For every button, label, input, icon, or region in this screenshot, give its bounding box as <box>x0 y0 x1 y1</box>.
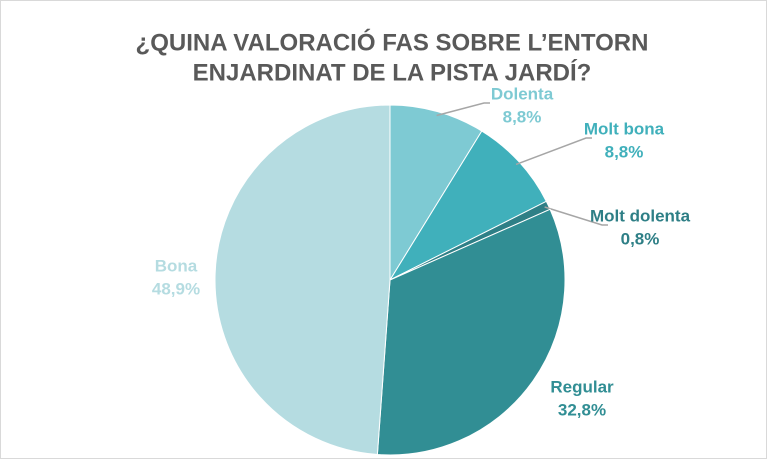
pie-slice <box>388 130 548 282</box>
slice-value: 8,8% <box>605 142 644 161</box>
leader-line <box>436 102 490 117</box>
leader-line <box>544 206 608 226</box>
leader-line <box>515 137 592 166</box>
pie-slice <box>214 104 391 456</box>
slice-value: 0,8% <box>621 229 660 248</box>
pie-slice <box>389 104 483 282</box>
slice-label: Molt dolenta <box>590 206 691 225</box>
slice-label: Molt bona <box>584 119 665 138</box>
chart-title: ENJARDINAT DE LA PISTA JARDÍ? <box>193 58 592 86</box>
slice-value: 48,9% <box>152 279 200 298</box>
slice-value: 32,8% <box>558 400 606 419</box>
pie-slice <box>376 208 566 456</box>
slice-label: Bona <box>155 256 198 275</box>
slice-label: Dolenta <box>491 84 554 103</box>
slice-label: Regular <box>550 377 614 396</box>
chart-title: ¿QUINA VALORACIÓ FAS SOBRE L’ENTORN <box>136 28 649 56</box>
slice-value: 8,8% <box>503 107 542 126</box>
